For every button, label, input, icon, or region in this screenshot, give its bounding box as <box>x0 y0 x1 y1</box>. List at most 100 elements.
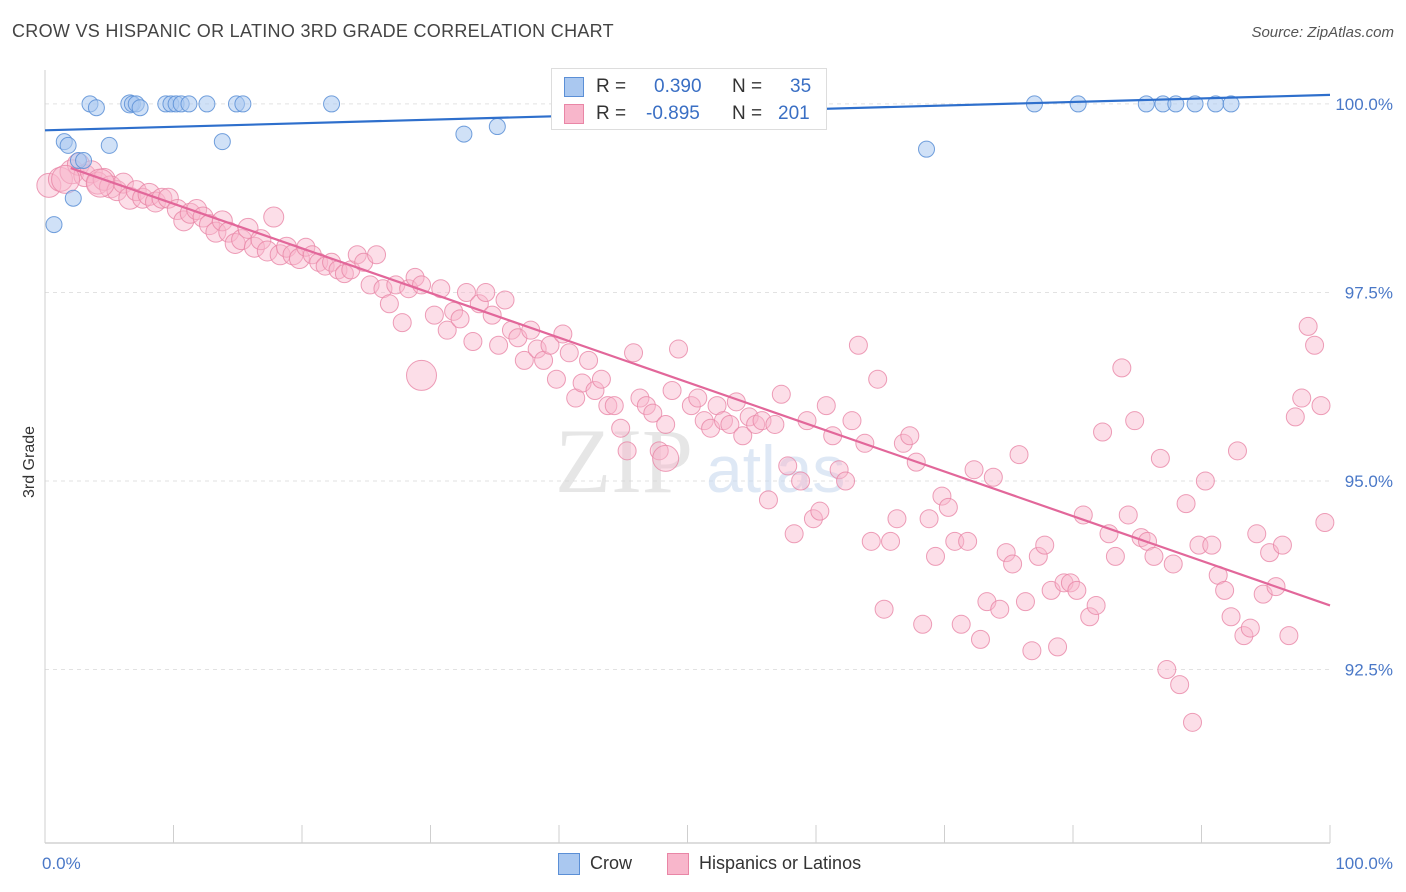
hisp-point-192 <box>1298 316 1318 336</box>
hisp-point-24 <box>205 221 227 243</box>
y-tick-label-2: 95.0% <box>1345 472 1393 491</box>
hisp-point-164 <box>1118 505 1138 525</box>
hisp-swatch <box>564 104 584 124</box>
hisp-point-135 <box>932 486 952 506</box>
hisp-point-98 <box>694 411 714 431</box>
hisp-point-55 <box>405 267 425 287</box>
hisp-point-110 <box>771 384 791 404</box>
hisp-point-49 <box>367 245 387 265</box>
hisp-point-116 <box>810 501 830 521</box>
hisp-point-95 <box>669 339 689 359</box>
hisp-point-61 <box>450 309 470 329</box>
hisp-point-85 <box>604 396 624 416</box>
hisp-point-44 <box>334 264 354 284</box>
hisp-point-96 <box>681 396 701 416</box>
x-tick-label-0: 0.0% <box>42 854 81 873</box>
hisp-point-86 <box>611 418 631 438</box>
legend-hisp-label: Hispanics or Latinos <box>699 853 862 873</box>
hisp-point-171 <box>1163 554 1183 574</box>
crow-point-0 <box>45 216 63 234</box>
hisp-point-91 <box>643 403 663 423</box>
crow-point-3 <box>64 189 82 207</box>
crow-point-24 <box>488 118 506 136</box>
hisp-point-82 <box>585 381 605 401</box>
hisp-point-181 <box>1227 441 1247 461</box>
hisp-point-122 <box>848 335 868 355</box>
hisp-trend-line <box>70 166 1331 607</box>
hisp-point-150 <box>1028 546 1048 566</box>
hisp-point-136 <box>938 497 958 517</box>
crow-point-8 <box>100 136 118 154</box>
legend-crow-swatch <box>558 853 580 875</box>
hisp-point-198 <box>51 164 81 194</box>
chart-title: CROW VS HISPANIC OR LATINO 3RD GRADE COR… <box>12 21 614 41</box>
crow-point-21 <box>234 95 252 113</box>
hisp-point-143 <box>983 467 1003 487</box>
hisp-n-value: 201 <box>778 103 810 124</box>
crow-point-23 <box>455 125 473 143</box>
hisp-point-113 <box>791 471 811 491</box>
hisp-point-83 <box>591 369 611 389</box>
hisp-point-127 <box>881 531 901 551</box>
hisp-point-168 <box>1144 546 1164 566</box>
hisp-point-183 <box>1240 618 1260 638</box>
hisp-point-97 <box>688 388 708 408</box>
hisp-point-126 <box>874 599 894 619</box>
crow-n-label: N = <box>732 76 763 97</box>
crow-point-18 <box>198 95 216 113</box>
y-axis-label: 3rd Grade <box>21 426 38 498</box>
watermark-atlas: atlas <box>706 432 845 506</box>
axes <box>44 70 1331 844</box>
x-tick-labels: 0.0% 100.0% <box>42 854 1393 873</box>
hisp-point-172 <box>1170 675 1190 695</box>
legend-crow-label: Crow <box>590 853 633 873</box>
watermark: ZIP atlas <box>555 410 845 512</box>
hisp-point-160 <box>1093 422 1113 442</box>
hisp-point-138 <box>951 614 971 634</box>
hisp-point-190 <box>1285 407 1305 427</box>
crow-point-30 <box>1137 95 1155 113</box>
hisp-point-173 <box>1176 494 1196 514</box>
hisp-point-46 <box>347 245 367 265</box>
hisp-point-177 <box>1202 535 1222 555</box>
hisp-point-148 <box>1015 592 1035 612</box>
hisp-point-188 <box>1272 535 1292 555</box>
hisp-point-197 <box>652 444 680 472</box>
hisp-point-163 <box>1112 358 1132 378</box>
hisp-point-140 <box>964 460 984 480</box>
hisp-point-88 <box>624 343 644 363</box>
hisp-point-102 <box>720 414 740 434</box>
hisp-point-111 <box>778 456 798 476</box>
watermark-zip: ZIP <box>555 410 693 512</box>
crow-point-22 <box>323 95 341 113</box>
crow-point-29 <box>1069 95 1087 113</box>
hisp-point-62 <box>456 282 476 302</box>
hisp-r-value: -0.895 <box>646 103 700 124</box>
hisp-point-57 <box>424 305 444 325</box>
hisp-point-84 <box>598 396 618 416</box>
hisp-point-53 <box>392 313 412 333</box>
hisp-point-67 <box>489 335 509 355</box>
hisp-point-170 <box>1157 660 1177 680</box>
hisp-point-191 <box>1292 388 1312 408</box>
hisp-point-180 <box>1221 607 1241 627</box>
hisp-point-0 <box>36 172 62 198</box>
hisp-point-107 <box>752 411 772 431</box>
hisp-n-label: N = <box>732 103 763 124</box>
hisp-point-155 <box>1060 573 1080 593</box>
hisp-point-76 <box>546 369 566 389</box>
hisp-point-182 <box>1234 626 1254 646</box>
hisp-point-106 <box>746 414 766 434</box>
hisp-point-128 <box>887 509 907 529</box>
hisp-r-label: R = <box>596 103 627 124</box>
hisp-point-120 <box>836 471 856 491</box>
hisp-point-147 <box>1009 445 1029 465</box>
source-label: Source: ZipAtlas.com <box>1251 24 1394 41</box>
hisp-point-165 <box>1125 411 1145 431</box>
hisp-point-101 <box>713 411 733 431</box>
hisp-point-94 <box>662 381 682 401</box>
hisp-point-121 <box>842 411 862 431</box>
hisp-point-157 <box>1073 505 1093 525</box>
hisp-point-189 <box>1279 626 1299 646</box>
hisp-point-159 <box>1086 595 1106 615</box>
